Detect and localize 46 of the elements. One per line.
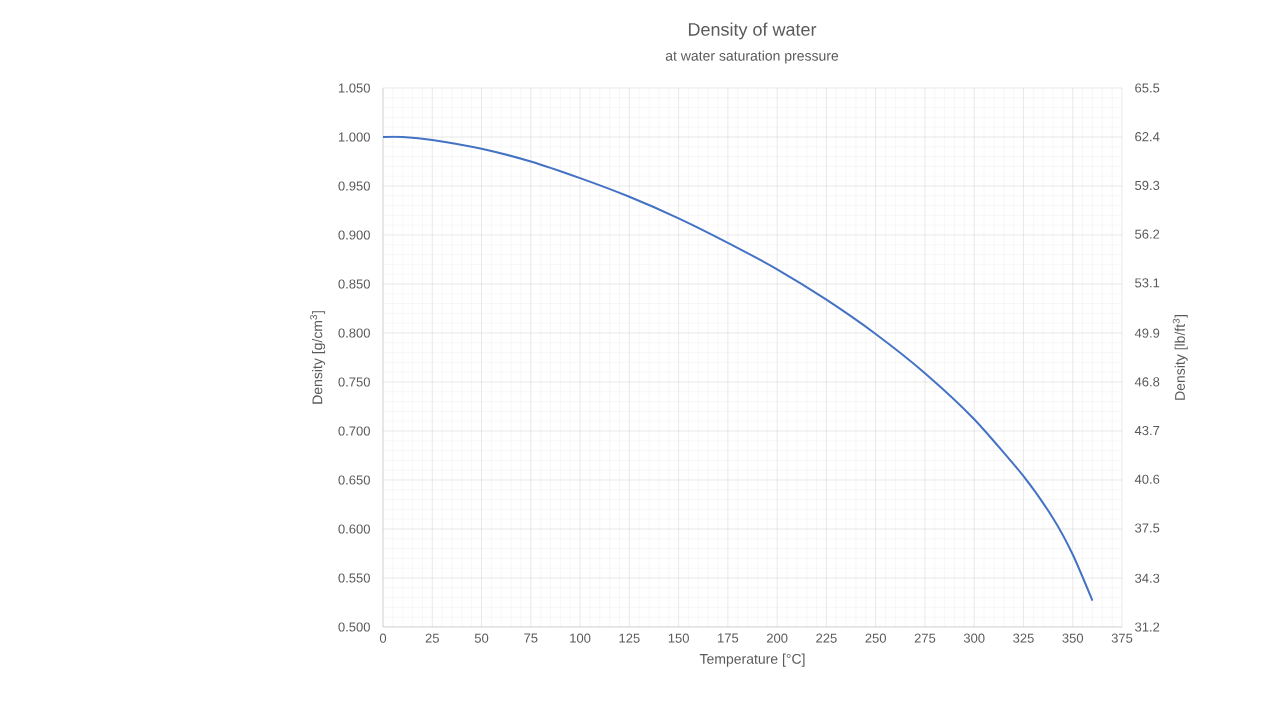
y2-tick-label: 46.8 — [1134, 377, 1160, 387]
x-tick-label: 325 — [1013, 633, 1034, 643]
x-tick-label: 100 — [570, 633, 591, 643]
x-tick-label: 0 — [379, 633, 387, 643]
y-tick-label: 0.950 — [338, 181, 370, 191]
y-tick-label: 0.650 — [338, 475, 370, 485]
y-tick-label: 0.500 — [338, 622, 370, 632]
chart-title: Density of water — [688, 22, 817, 40]
y2-tick-label: 34.3 — [1135, 573, 1160, 583]
x-tick-label: 250 — [865, 633, 887, 643]
x-tick-label: 375 — [1111, 633, 1133, 643]
x-axis-title: Temperature [°C] — [699, 653, 805, 667]
y2-tick-label: 62.4 — [1135, 132, 1160, 142]
x-tick-label: 75 — [524, 633, 538, 643]
y-tick-label: 0.600 — [338, 524, 370, 534]
x-tick-label: 225 — [816, 633, 837, 643]
y-tick-label: 0.700 — [338, 426, 370, 436]
x-tick-label: 25 — [425, 633, 439, 643]
x-tick-label: 125 — [619, 633, 640, 643]
chart-subtitle: at water saturation pressure — [665, 50, 839, 64]
y2-axis-title: Density [lb/ft$^{3}$] — [1172, 315, 1188, 400]
x-tick-label: 350 — [1062, 633, 1084, 643]
x-tick-label: 300 — [963, 633, 985, 643]
y-tick-label: 0.850 — [338, 279, 370, 289]
x-tick-label: 150 — [668, 633, 689, 643]
x-tick-label: 275 — [914, 633, 936, 643]
y2-tick-label: 65.5 — [1135, 83, 1160, 93]
y2-tick-label: 31.2 — [1135, 622, 1160, 632]
y-tick-label: 0.900 — [338, 230, 370, 240]
y-tick-label: 1.000 — [338, 132, 370, 142]
x-tick-label: 200 — [766, 633, 788, 643]
y-tick-label: 0.800 — [338, 328, 370, 338]
y2-tick-label: 53.1 — [1135, 278, 1160, 288]
y-tick-label: 1.050 — [338, 83, 370, 93]
y2-tick-label: 37.5 — [1135, 523, 1160, 533]
y-axis-title: Density [g/cm$^{3}$] — [310, 311, 326, 404]
y-tick-label: 0.750 — [338, 377, 370, 387]
x-tick-label: 175 — [718, 633, 739, 643]
y2-tick-label: 56.2 — [1135, 229, 1160, 239]
line-series — [383, 135, 1094, 602]
y-tick-label: 0.550 — [338, 573, 370, 583]
y2-tick-label: 49.9 — [1134, 328, 1160, 338]
y2-tick-label: 43.7 — [1134, 425, 1160, 436]
x-tick-label: 50 — [474, 633, 489, 643]
y2-tick-label: 40.6 — [1134, 474, 1160, 484]
y2-tick-label: 59.3 — [1135, 180, 1160, 191]
